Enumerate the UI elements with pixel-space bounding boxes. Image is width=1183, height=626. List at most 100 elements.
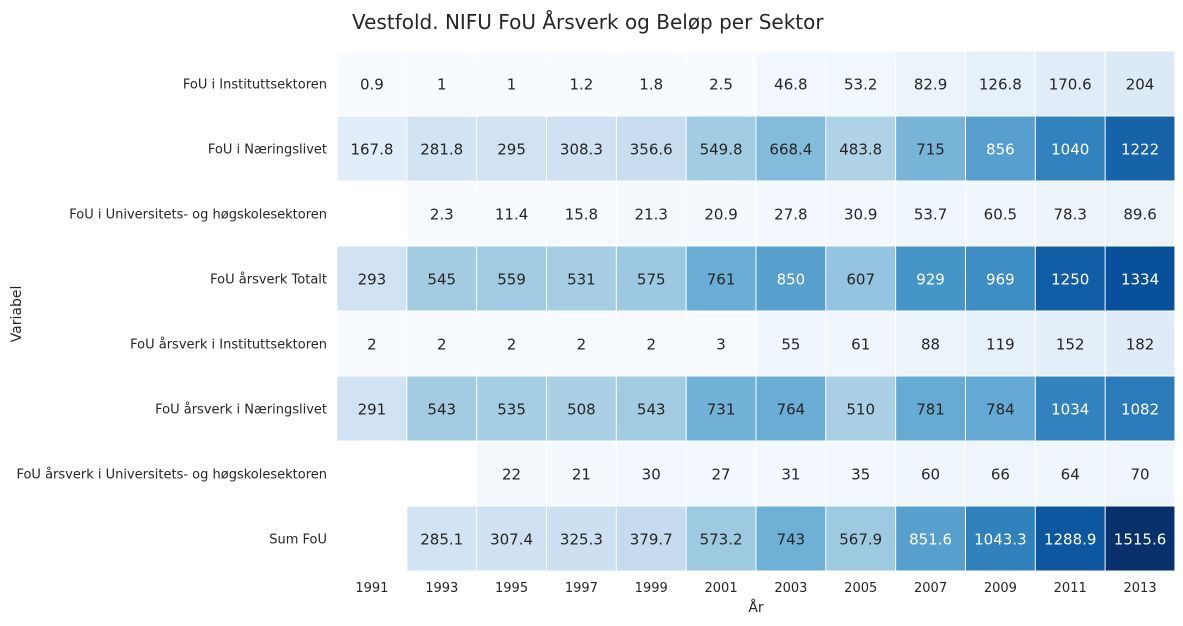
cell-value: 850: [777, 271, 806, 289]
heatmap-cell: [546, 441, 616, 506]
cell-value: 82.9: [914, 76, 947, 94]
x-axis-title: År: [748, 599, 764, 616]
cell-value: 356.6: [630, 141, 673, 159]
heatmap-cell: [337, 506, 407, 571]
heatmap-cell: [477, 311, 546, 376]
cell-value: 30: [642, 466, 661, 484]
cell-value: 293: [358, 271, 387, 289]
heatmap-cell: [337, 441, 407, 506]
heatmap-cell: [826, 246, 896, 311]
heatmap-cell: [616, 441, 686, 506]
chart-title: Vestfold. NIFU FoU Årsverk og Beløp per …: [352, 10, 824, 34]
heatmap-cell: [756, 181, 826, 246]
x-tick-label: 2009: [984, 581, 1017, 596]
heatmap-cell: [896, 246, 965, 311]
cell-value: 851.6: [909, 531, 952, 549]
heatmap-cell: [965, 116, 1035, 181]
x-tick-label: 2013: [1124, 581, 1157, 596]
heatmap-cell: [896, 51, 965, 116]
heatmap-cell: [1105, 441, 1175, 506]
cell-value: 761: [707, 271, 736, 289]
heatmap-cell: [756, 51, 826, 116]
heatmap-cell: [965, 441, 1035, 506]
heatmap-cell: [1105, 51, 1175, 116]
heatmap-cell: [896, 116, 965, 181]
heatmap-cell: [686, 246, 756, 311]
cell-value: 89.6: [1123, 206, 1156, 224]
heatmap-cell: [1105, 506, 1175, 571]
heatmap-cell: [407, 51, 477, 116]
cell-value: 46.8: [774, 76, 807, 94]
row-label: FoU årsverk i Næringslivet: [155, 403, 327, 418]
heatmap-cell: [756, 116, 826, 181]
cell-value: 126.8: [979, 76, 1022, 94]
heatmap-cell: [407, 246, 477, 311]
cell-value: 715: [916, 141, 945, 159]
heatmap-cell: [407, 376, 477, 441]
column-labels: 1991 1993 1995 1997 1999 2001 2003 2005 2007 2009…: [355, 581, 1156, 596]
cell-value: 60: [921, 466, 940, 484]
cell-value: 1: [437, 76, 447, 94]
cell-value: 1222: [1121, 141, 1159, 159]
heatmap-cell: [477, 441, 546, 506]
cell-value: 2.3: [430, 206, 454, 224]
cell-value: 170.6: [1049, 76, 1092, 94]
heatmap-cell: [686, 506, 756, 571]
x-tick-label: 1999: [635, 581, 668, 596]
cell-value: 856: [986, 141, 1015, 159]
cell-value: 60.5: [984, 206, 1017, 224]
heatmap-cell: [686, 376, 756, 441]
cell-value: 291: [358, 401, 387, 419]
cell-value: 784: [986, 401, 1015, 419]
heatmap-cell: [965, 311, 1035, 376]
row-labels: FoU i Instituttsektoren FoU i Næringslive…: [16, 78, 327, 548]
cell-value: 55: [781, 336, 800, 354]
cell-value: 27.8: [774, 206, 807, 224]
heatmap-cell: [965, 376, 1035, 441]
heatmap-cell: [407, 441, 477, 506]
cell-value: 379.7: [630, 531, 673, 549]
heatmap-cell: [896, 441, 965, 506]
heatmap-cell: [1035, 181, 1105, 246]
heatmap-cell: [407, 311, 477, 376]
cell-value: 731: [707, 401, 736, 419]
heatmap-cell: [616, 181, 686, 246]
heatmap-cell: [965, 51, 1035, 116]
heatmap-cell: [756, 311, 826, 376]
cell-value: 53.2: [844, 76, 877, 94]
heatmap-cell: [756, 376, 826, 441]
heatmap-cell: [477, 51, 546, 116]
cell-value: 20.9: [704, 206, 737, 224]
cell-value: 743: [777, 531, 806, 549]
cell-value: 1334: [1121, 271, 1159, 289]
cell-value: 307.4: [490, 531, 533, 549]
heatmap-cell: [477, 506, 546, 571]
cell-value: 483.8: [839, 141, 882, 159]
heatmap-cell: [896, 376, 965, 441]
cell-value: 573.2: [700, 531, 743, 549]
cell-value: 543: [427, 401, 456, 419]
cell-value: 1.8: [639, 76, 663, 94]
heatmap-cell: [896, 311, 965, 376]
cell-value: 2: [437, 336, 447, 354]
cell-value: 531: [567, 271, 596, 289]
cell-value: 281.8: [420, 141, 463, 159]
heatmap-cell: [546, 376, 616, 441]
cell-value: 1250: [1051, 271, 1089, 289]
cell-value: 308.3: [560, 141, 603, 159]
cell-value: 508: [567, 401, 596, 419]
cell-value: 2: [577, 336, 587, 354]
cell-value: 21.3: [635, 206, 668, 224]
heatmap-cell: [686, 441, 756, 506]
row-label: FoU i Instituttsektoren: [183, 78, 327, 93]
heatmap-cell: [1035, 376, 1105, 441]
heatmap-cell: [546, 311, 616, 376]
heatmap-cell: [756, 246, 826, 311]
heatmap-cell: [1035, 246, 1105, 311]
heatmap-cell: [826, 116, 896, 181]
heatmap-cell: [1035, 51, 1105, 116]
heatmap-cell: [477, 116, 546, 181]
x-tick-label: 2005: [844, 581, 877, 596]
heatmap-cell: [616, 246, 686, 311]
